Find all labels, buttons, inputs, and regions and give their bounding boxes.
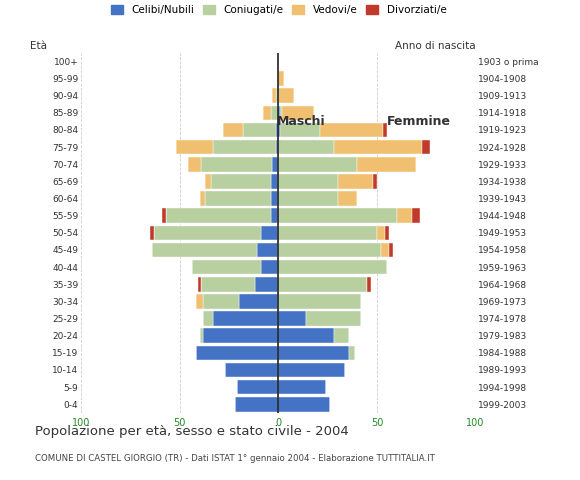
Bar: [278, 226, 377, 240]
Bar: [338, 191, 357, 206]
Bar: [154, 226, 260, 240]
Bar: [162, 208, 166, 223]
Bar: [334, 328, 349, 343]
Bar: [191, 260, 260, 275]
Bar: [195, 346, 278, 360]
Bar: [205, 174, 211, 189]
Bar: [204, 311, 213, 326]
Bar: [338, 174, 373, 189]
Bar: [201, 277, 255, 291]
Bar: [306, 311, 361, 326]
Bar: [278, 277, 367, 291]
Bar: [397, 208, 412, 223]
Bar: [389, 243, 393, 257]
Bar: [278, 208, 397, 223]
Bar: [383, 123, 387, 137]
Bar: [260, 226, 278, 240]
Bar: [278, 243, 381, 257]
Bar: [377, 226, 385, 240]
Bar: [278, 157, 357, 171]
Bar: [412, 208, 420, 223]
Bar: [270, 174, 278, 189]
Bar: [257, 243, 278, 257]
Bar: [357, 157, 416, 171]
Bar: [205, 191, 270, 206]
Text: Maschi: Maschi: [277, 115, 325, 128]
Bar: [273, 88, 277, 103]
Bar: [278, 363, 346, 377]
Text: COMUNE DI CASTEL GIORGIO (TR) - Dati ISTAT 1° gennaio 2004 - Elaborazione TUTTIT: COMUNE DI CASTEL GIORGIO (TR) - Dati IST…: [35, 454, 434, 463]
Bar: [223, 123, 243, 137]
Bar: [270, 208, 278, 223]
Bar: [255, 277, 278, 291]
Bar: [273, 157, 278, 171]
Bar: [334, 140, 422, 155]
Bar: [235, 397, 278, 411]
Bar: [150, 226, 154, 240]
Bar: [225, 363, 278, 377]
Bar: [278, 71, 284, 86]
Bar: [278, 328, 333, 343]
Bar: [260, 260, 278, 275]
Bar: [280, 123, 320, 137]
Bar: [277, 123, 278, 137]
Bar: [280, 106, 282, 120]
Bar: [282, 106, 314, 120]
Bar: [263, 106, 270, 120]
Bar: [320, 123, 383, 137]
Bar: [204, 294, 239, 309]
Bar: [278, 106, 280, 120]
Bar: [278, 88, 294, 103]
Bar: [270, 106, 278, 120]
Bar: [278, 397, 329, 411]
Bar: [278, 191, 338, 206]
Bar: [195, 294, 204, 309]
Bar: [278, 123, 280, 137]
Bar: [385, 226, 389, 240]
Bar: [152, 243, 257, 257]
Bar: [243, 123, 277, 137]
Bar: [277, 140, 278, 155]
Bar: [270, 191, 278, 206]
Bar: [373, 174, 377, 189]
Bar: [188, 157, 201, 171]
Bar: [422, 140, 430, 155]
Text: Età: Età: [30, 41, 47, 51]
Bar: [381, 243, 389, 257]
Bar: [278, 260, 387, 275]
Bar: [278, 380, 326, 395]
Bar: [278, 140, 333, 155]
Legend: Celibi/Nubili, Coniugati/e, Vedovi/e, Divorziati/e: Celibi/Nubili, Coniugati/e, Vedovi/e, Di…: [111, 5, 446, 15]
Bar: [349, 346, 356, 360]
Bar: [277, 88, 278, 103]
Bar: [278, 346, 349, 360]
Text: Anno di nascita: Anno di nascita: [395, 41, 476, 51]
Bar: [213, 311, 278, 326]
Bar: [278, 174, 338, 189]
Text: Femmine: Femmine: [387, 115, 451, 128]
Bar: [211, 174, 270, 189]
Bar: [278, 294, 361, 309]
Bar: [213, 140, 277, 155]
Text: Popolazione per età, sesso e stato civile - 2004: Popolazione per età, sesso e stato civil…: [35, 425, 349, 438]
Bar: [200, 191, 205, 206]
Bar: [198, 277, 201, 291]
Bar: [367, 277, 371, 291]
Bar: [237, 380, 278, 395]
Bar: [201, 157, 273, 171]
Bar: [239, 294, 278, 309]
Bar: [166, 208, 270, 223]
Bar: [200, 328, 204, 343]
Bar: [278, 311, 306, 326]
Bar: [204, 328, 278, 343]
Bar: [176, 140, 213, 155]
